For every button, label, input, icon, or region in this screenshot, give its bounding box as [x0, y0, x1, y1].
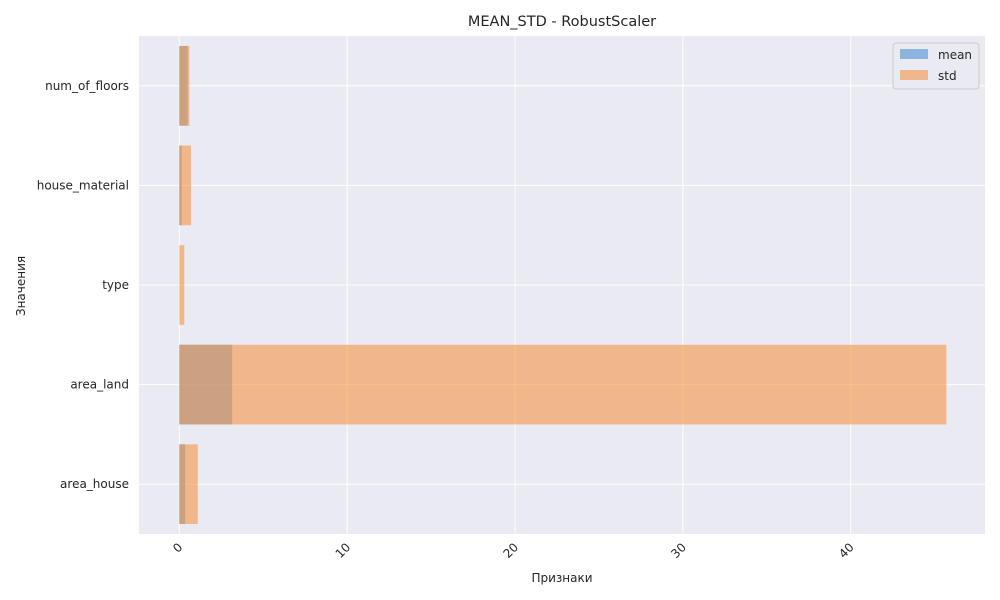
- x-tick-label: 30: [668, 540, 689, 561]
- bar-std-area_land: [179, 344, 947, 425]
- x-tick-label: 0: [170, 540, 185, 555]
- bar-std-area_house: [179, 444, 198, 525]
- x-tick-label: 10: [333, 540, 354, 561]
- y-tick-label: num_of_floors: [45, 79, 129, 93]
- legend-label-std: std: [938, 69, 957, 83]
- chart-title: MEAN_STD - RobustScaler: [468, 14, 656, 30]
- legend: mean std: [892, 42, 980, 90]
- bar-std-num_of_floors: [179, 45, 190, 126]
- y-axis-label: Значения: [14, 256, 28, 316]
- legend-swatch-std: [900, 70, 928, 80]
- x-tick-label: 40: [836, 540, 857, 561]
- x-tick-label: 20: [500, 540, 521, 561]
- bar-std-house_material: [179, 145, 192, 226]
- x-axis-label: Признаки: [531, 571, 592, 585]
- y-tick-label: type: [102, 278, 129, 292]
- legend-label-mean: mean: [938, 48, 972, 62]
- legend-swatch-mean: [900, 49, 928, 59]
- y-tick-label: area_land: [70, 378, 129, 392]
- y-tick-label: area_house: [60, 477, 129, 491]
- x-tick-labels: 0 10 20 30 40: [170, 540, 857, 561]
- bar-std-type: [179, 245, 185, 325]
- y-tick-label: house_material: [37, 178, 129, 192]
- y-tick-labels: area_house area_land type house_material num…: [37, 79, 129, 491]
- bars: [179, 45, 947, 525]
